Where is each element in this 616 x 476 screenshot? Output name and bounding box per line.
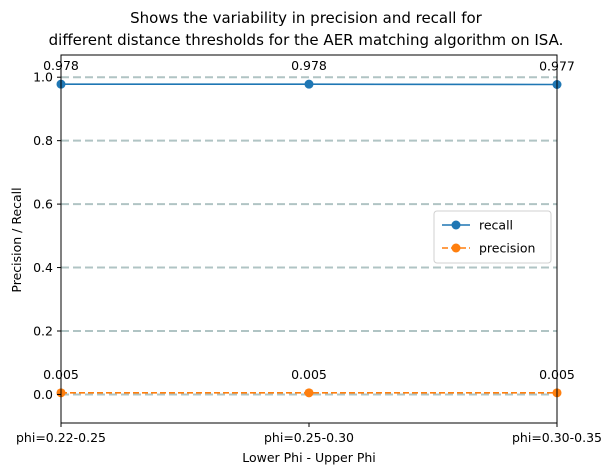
- legend-marker-precision: [451, 243, 461, 253]
- chart-title-line-2: different distance thresholds for the AE…: [49, 31, 564, 49]
- legend-label-precision: precision: [479, 241, 535, 256]
- chart-title: Shows the variability in precision and r…: [49, 9, 564, 49]
- grid: [61, 76, 557, 396]
- x-tick-label: phi=0.30-0.35: [512, 430, 602, 445]
- y-tick-label: 0.0: [33, 387, 53, 402]
- y-axis-label: Precision / Recall: [9, 187, 24, 292]
- legend: recall precision: [433, 210, 552, 264]
- y-tick-label: 0.8: [33, 133, 53, 148]
- y-tick-label: 0.2: [33, 324, 53, 339]
- data-point-precision: [304, 388, 314, 398]
- y-tick-label: 1.0: [33, 70, 53, 85]
- y-tick-label: 0.4: [33, 260, 53, 275]
- data-label-recall: 0.978: [291, 58, 327, 73]
- data-point-recall: [304, 79, 314, 89]
- x-axis-label: Lower Phi - Upper Phi: [242, 450, 376, 465]
- legend-label-recall: recall: [479, 218, 513, 233]
- x-tick-label: phi=0.25-0.30: [264, 430, 354, 445]
- axis-ticks: 0.0 0.2 0.4 0.6 0.8 1.0 phi=0.22-0.25 phi=0.25-…: [16, 70, 602, 445]
- legend-box: [433, 210, 552, 264]
- y-tick-label: 0.6: [33, 197, 53, 212]
- legend-marker-recall: [451, 220, 461, 230]
- chart-title-line-1: Shows the variability in precision and r…: [130, 9, 483, 27]
- x-tick-label: phi=0.22-0.25: [16, 430, 106, 445]
- data-label-precision: 0.005: [291, 367, 327, 382]
